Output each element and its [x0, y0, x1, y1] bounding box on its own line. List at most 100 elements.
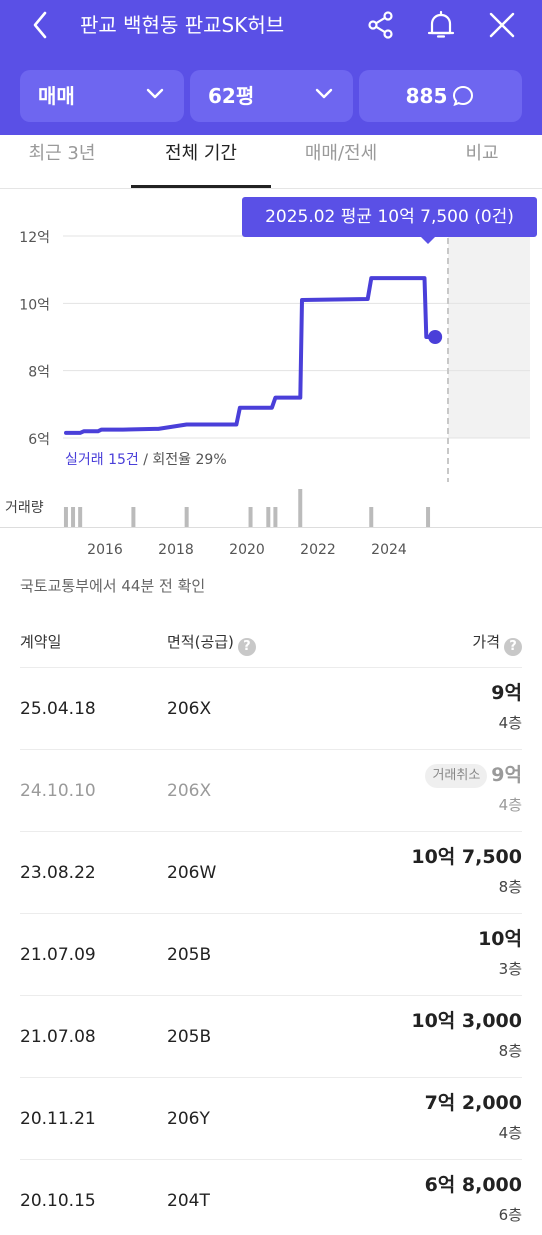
- notification-button[interactable]: [421, 6, 461, 44]
- future-shade: [448, 236, 530, 438]
- chart-tooltip: 2025.02 평균 10억 7,500 (0건): [242, 197, 537, 237]
- y-tick-label: 8억: [28, 365, 50, 381]
- floor: 4층: [498, 796, 522, 814]
- volume-bar: [248, 507, 253, 527]
- trade-stats: 실거래 15건 / 회전율 29%: [65, 452, 227, 468]
- area-type: 204T: [167, 1191, 210, 1211]
- price-value: 10억: [478, 928, 522, 950]
- x-tick-label: 2020: [229, 542, 265, 558]
- contract-date: 21.07.09: [20, 945, 96, 965]
- contract-date: 20.10.15: [20, 1191, 96, 1211]
- col-header-price-label: 가격: [472, 633, 500, 651]
- col-header-price: 가격?: [472, 631, 522, 656]
- size-value: 62평: [208, 84, 255, 108]
- highlight-point: [428, 330, 443, 344]
- floor: 8층: [498, 1042, 522, 1060]
- price-line: [64, 276, 438, 435]
- size-select[interactable]: 62평: [190, 70, 353, 122]
- volume-label: 거래량: [5, 500, 44, 516]
- y-tick-label: 6억: [28, 432, 50, 448]
- col-header-area: 면적(공급)?: [167, 631, 256, 656]
- help-icon[interactable]: ?: [237, 638, 256, 656]
- y-tick-label: 12억: [19, 230, 50, 246]
- speech-bubble-icon: [453, 85, 474, 107]
- price-value: 10억 7,500: [411, 846, 522, 868]
- table-row[interactable]: 23.08.22 206W 10억 7,500 8층: [20, 831, 522, 913]
- col-header-area-label: 면적(공급): [167, 633, 234, 651]
- table-row[interactable]: 20.10.15 204T 6억 8,000 6층: [20, 1159, 522, 1235]
- contract-date: 21.07.08: [20, 1027, 96, 1047]
- volume-bar: [78, 507, 83, 527]
- area-type: 205B: [167, 945, 212, 965]
- tab-compare[interactable]: 비교: [465, 143, 499, 164]
- active-tab-indicator: [131, 185, 271, 188]
- contract-date: 20.11.21: [20, 1109, 96, 1129]
- volume-bar: [426, 507, 431, 527]
- chevron-left-icon: [33, 11, 47, 39]
- area-type: 206Y: [167, 1109, 210, 1129]
- close-button[interactable]: [482, 6, 522, 44]
- floor: 3층: [498, 960, 522, 978]
- table-row[interactable]: 21.07.09 205B 10억 3층: [20, 913, 522, 995]
- share-button[interactable]: [361, 6, 401, 44]
- volume-bar: [131, 507, 136, 527]
- source-note: 국토교통부에서 44분 전 확인: [20, 577, 206, 595]
- floor: 4층: [498, 1124, 522, 1142]
- y-tick-label: 10억: [19, 297, 50, 313]
- table-row[interactable]: 21.07.08 205B 10억 3,000 8층: [20, 995, 522, 1077]
- price-value: 9억: [491, 682, 522, 704]
- price-value: 6억 8,000: [424, 1174, 522, 1196]
- chart-tooltip-tail: [421, 237, 435, 244]
- table-row[interactable]: 25.04.18 206X 9억 4층: [20, 667, 522, 749]
- comment-count: 885: [405, 84, 448, 108]
- contract-date: 24.10.10: [20, 781, 96, 801]
- tab-trade-rent[interactable]: 매매/전세: [304, 143, 378, 164]
- trade-type-value: 매매: [38, 84, 75, 108]
- price: 10억 3,000: [411, 1008, 522, 1034]
- area-type: 206X: [167, 699, 212, 719]
- period-tabs: 최근 3년 전체 기간 매매/전세 비교: [0, 135, 542, 189]
- col-header-date: 계약일: [20, 633, 62, 651]
- table-row[interactable]: 24.10.10 206X 거래취소 9억 4층: [20, 749, 522, 831]
- price: 6억 8,000: [425, 1172, 522, 1198]
- area-type: 205B: [167, 1027, 212, 1047]
- price: 9억: [491, 680, 522, 706]
- floor: 8층: [498, 878, 522, 896]
- page-title: 판교 백현동 판교SK허브: [80, 13, 285, 37]
- back-button[interactable]: [20, 6, 60, 44]
- close-icon: [489, 12, 515, 38]
- price-value: 7억 2,000: [424, 1092, 522, 1114]
- price-value: 9억: [491, 764, 522, 786]
- share-icon: [368, 11, 393, 39]
- volume-bar: [71, 507, 76, 527]
- help-icon[interactable]: ?: [504, 638, 522, 656]
- trade-type-select[interactable]: 매매: [20, 70, 184, 122]
- comment-count-button[interactable]: 885: [359, 70, 522, 122]
- tab-all-period[interactable]: 전체 기간: [165, 143, 237, 164]
- cancelled-badge: 거래취소: [425, 764, 488, 788]
- x-tick-label: 2024: [371, 542, 407, 558]
- floor: 4층: [498, 714, 522, 732]
- tab-recent-3y[interactable]: 최근 3년: [28, 143, 96, 164]
- price: 10억 7,500: [411, 844, 522, 870]
- price-value: 10억 3,000: [411, 1010, 522, 1032]
- chevron-down-icon: [146, 88, 164, 99]
- area-type: 206X: [167, 781, 212, 801]
- price: 7억 2,000: [425, 1090, 522, 1116]
- x-tick-label: 2022: [300, 542, 336, 558]
- volume-bar: [298, 489, 303, 527]
- volume-bar: [63, 507, 68, 527]
- volume-bar: [266, 507, 271, 527]
- contract-date: 23.08.22: [20, 863, 96, 883]
- table-row[interactable]: 20.11.21 206Y 7억 2,000 4층: [20, 1077, 522, 1159]
- price: 10억: [478, 926, 522, 952]
- app-header: 판교 백현동 판교SK허브 매매 62평 885: [0, 0, 542, 135]
- volume-bar: [369, 507, 374, 527]
- contract-date: 25.04.18: [20, 699, 96, 719]
- x-tick-label: 2016: [87, 542, 123, 558]
- bell-icon: [427, 10, 455, 38]
- x-tick-label: 2018: [158, 542, 194, 558]
- chevron-down-icon: [315, 88, 333, 99]
- price: 거래취소 9억: [425, 762, 522, 788]
